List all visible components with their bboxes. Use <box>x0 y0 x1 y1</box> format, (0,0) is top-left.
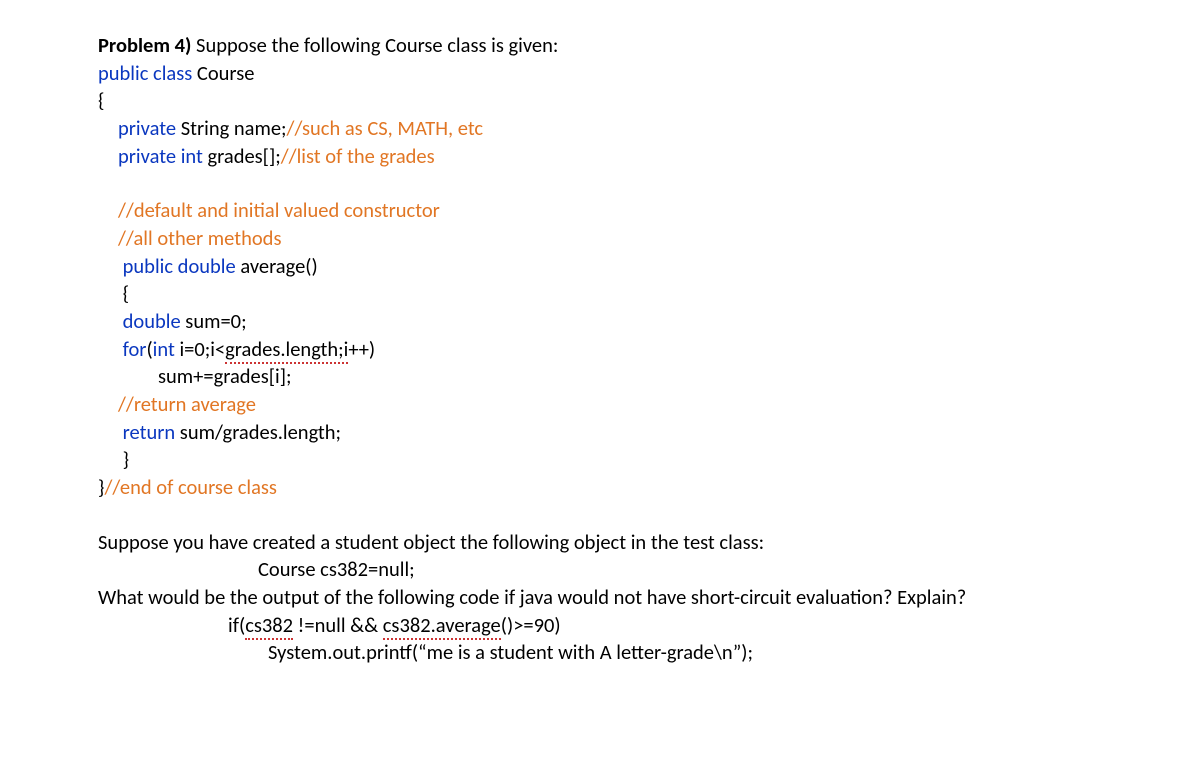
for-line: for(int i=0;i<grades.length;i++) <box>98 336 1102 364</box>
class-decl: public class Course <box>98 60 1102 88</box>
return-line: return sum/grades.length; <box>98 419 1102 447</box>
brace-text-2: } <box>123 446 129 472</box>
method-average: average() <box>236 253 318 279</box>
for-body: sum+=grades[i]; <box>98 363 1102 391</box>
method-close-brace: } <box>98 446 1102 474</box>
if-line: if(cs382 !=null && cs382.average()>=90) <box>98 612 1102 640</box>
document-page: Problem 4) Suppose the following Course … <box>0 0 1200 699</box>
body-para2: What would be the output of the followin… <box>98 584 1102 612</box>
for-pre: i=0;i< <box>175 336 225 362</box>
class-name: Course <box>197 60 255 86</box>
comment-field2: //list of the grades <box>281 143 435 169</box>
obj-decl: Course cs382=null; <box>98 556 1102 584</box>
kw-class: class <box>153 60 192 86</box>
comment-end: //end of course class <box>104 474 277 500</box>
if-tail: ()>=90) <box>501 612 561 638</box>
kw-int-2: int <box>153 336 175 362</box>
spacer-2 <box>98 502 1102 529</box>
kw-private-2: private <box>118 143 176 169</box>
kw-public-2: public <box>123 253 173 279</box>
sum-decl-line: double sum=0; <box>98 308 1102 336</box>
comment-return: //return average <box>98 391 1102 419</box>
method-open-brace: { <box>98 280 1102 308</box>
open-brace: { <box>98 87 1102 115</box>
if-open: if( <box>228 612 245 638</box>
comment-methods: //all other methods <box>98 225 1102 253</box>
problem-label: Problem 4) <box>98 32 196 58</box>
method-decl: public double average() <box>98 253 1102 281</box>
if-var1: cs382 <box>245 612 293 640</box>
return-expr: sum/grades.length; <box>175 419 341 445</box>
printf-line: System.out.printf(“me is a student with … <box>98 639 1102 667</box>
problem-heading: Problem 4) Suppose the following Course … <box>98 32 1102 60</box>
body-para1: Suppose you have created a student objec… <box>98 529 1102 557</box>
sum-decl: sum=0; <box>181 308 247 334</box>
kw-double-2: double <box>123 308 181 334</box>
class-close-line: }//end of course class <box>98 474 1102 502</box>
field-grades-line: private int grades[];//list of the grade… <box>98 143 1102 171</box>
kw-private-1: private <box>118 115 176 141</box>
for-inc: ++) <box>348 336 375 362</box>
field-string: String name; <box>176 115 286 141</box>
kw-return: return <box>123 419 176 445</box>
field-grades: grades[]; <box>203 143 281 169</box>
field-name-line: private String name;//such as CS, MATH, … <box>98 115 1102 143</box>
kw-for: for <box>123 336 147 362</box>
problem-intro: Suppose the following Course class is gi… <box>196 32 558 58</box>
kw-double-1: double <box>178 253 236 279</box>
if-var2: cs382.average <box>383 612 501 640</box>
spacer-1 <box>98 170 1102 197</box>
kw-public: public <box>98 60 148 86</box>
kw-int: int <box>181 143 203 169</box>
comment-ctor: //default and initial valued constructor <box>98 197 1102 225</box>
comment-field1: //such as CS, MATH, etc <box>287 115 484 141</box>
if-mid: !=null && <box>293 612 383 638</box>
for-grades-length: grades.length;i <box>225 336 348 364</box>
brace-text: { <box>123 280 129 306</box>
